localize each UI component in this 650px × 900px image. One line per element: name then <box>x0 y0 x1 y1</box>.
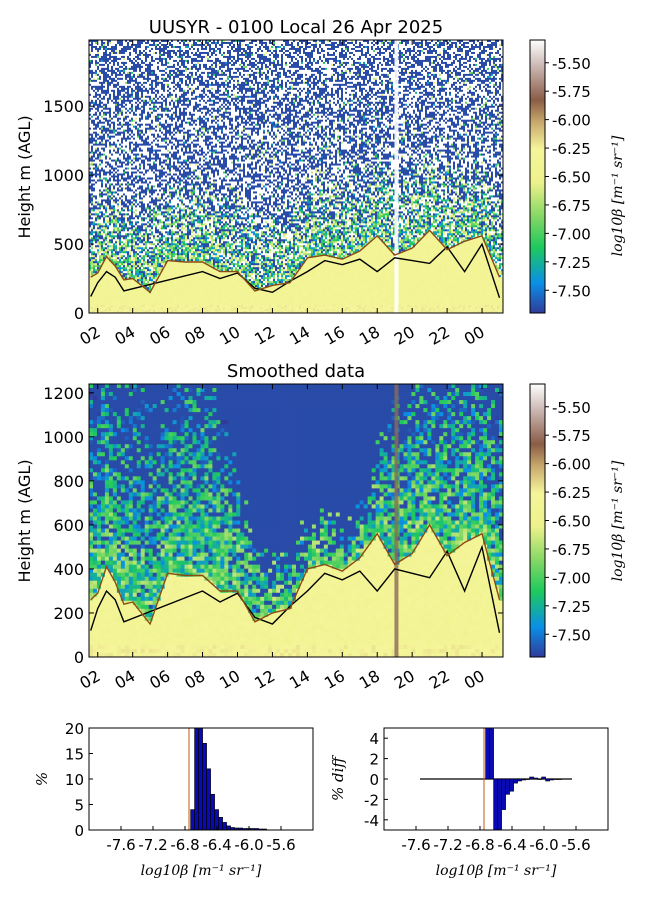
plot1-title: UUSYR - 0100 Local 26 Apr 2025 <box>149 17 443 38</box>
plot1-heatmap <box>89 40 503 313</box>
